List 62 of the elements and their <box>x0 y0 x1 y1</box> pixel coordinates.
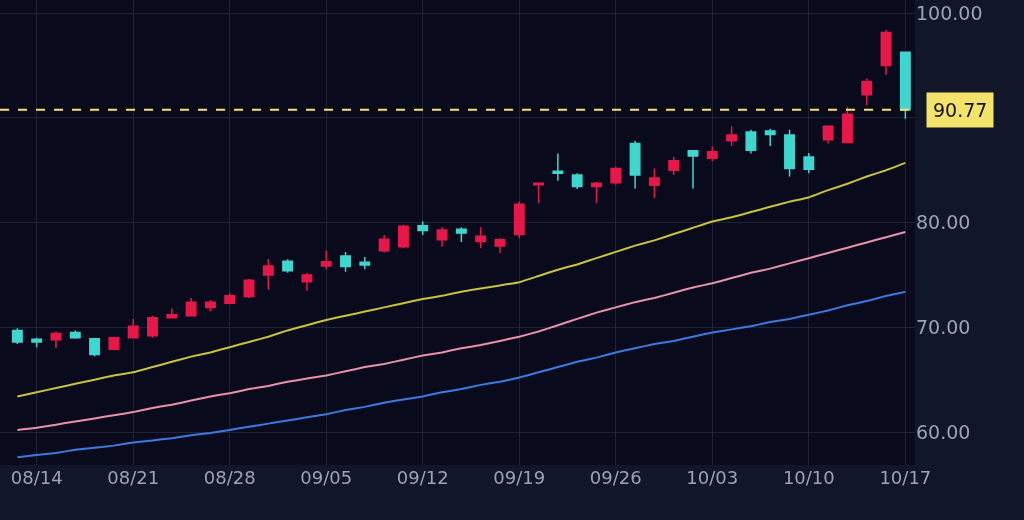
candlestick <box>784 129 795 178</box>
candlestick <box>494 237 506 254</box>
candlestick <box>50 330 62 349</box>
candlestick <box>822 125 834 145</box>
ref-line-label: 90.77 <box>933 99 988 121</box>
candlestick <box>610 165 622 186</box>
candlestick <box>185 297 197 318</box>
candlestick <box>687 149 699 190</box>
candlestick <box>726 125 738 147</box>
line-series <box>16 230 907 431</box>
candlestick <box>204 299 216 313</box>
candlestick <box>301 272 313 292</box>
candlestick <box>513 200 525 240</box>
line-series <box>16 161 907 398</box>
x-tick-label: 08/28 <box>203 467 256 488</box>
candlestick <box>764 128 776 147</box>
candlestick <box>147 315 158 339</box>
candlestick <box>436 226 448 248</box>
candlestick <box>668 156 680 176</box>
y-tick-label: 60.00 <box>916 420 971 443</box>
candlestick <box>11 327 23 345</box>
candlestick <box>706 145 718 163</box>
candlestick <box>841 106 853 144</box>
candlestick <box>880 29 892 76</box>
candlestick <box>629 140 641 190</box>
candlestick <box>262 258 274 291</box>
x-tick-label: 09/26 <box>589 467 642 488</box>
candlestick <box>803 152 815 175</box>
candlestick <box>340 251 352 273</box>
x-tick-label: 08/21 <box>107 467 160 488</box>
candlestick <box>861 77 873 106</box>
candlestick <box>648 167 660 199</box>
candlestick <box>745 129 757 155</box>
x-tick-label: 10/10 <box>782 467 835 488</box>
candlestick <box>417 220 429 236</box>
candlestick <box>320 250 332 270</box>
candlestick <box>89 337 101 358</box>
candlestick <box>378 234 390 254</box>
candlestick <box>552 152 564 182</box>
candlestick <box>475 226 487 249</box>
y-tick-label: 70.00 <box>916 315 971 338</box>
candlestick <box>455 226 467 243</box>
candlestick <box>166 307 178 319</box>
candlestick <box>108 335 120 352</box>
x-tick-label: 09/12 <box>396 467 449 488</box>
candlestick <box>571 172 583 190</box>
y-tick-label: 80.00 <box>916 211 971 234</box>
x-tick-label: 09/05 <box>300 467 353 488</box>
candlestick <box>397 223 409 249</box>
candlestick <box>69 329 81 340</box>
candlestick <box>359 256 371 270</box>
x-tick-label: 10/03 <box>686 467 739 488</box>
candlestick <box>127 318 139 339</box>
x-tick-label: 08/14 <box>10 467 63 488</box>
candlestick <box>533 182 545 204</box>
candlestick <box>224 291 236 304</box>
line-series <box>16 290 907 459</box>
candlestick <box>243 278 255 299</box>
x-tick-label: 10/17 <box>879 467 932 488</box>
x-tick-label: 09/19 <box>493 467 546 488</box>
y-tick-label: 100.00 <box>916 1 983 24</box>
candlestick <box>899 51 911 120</box>
